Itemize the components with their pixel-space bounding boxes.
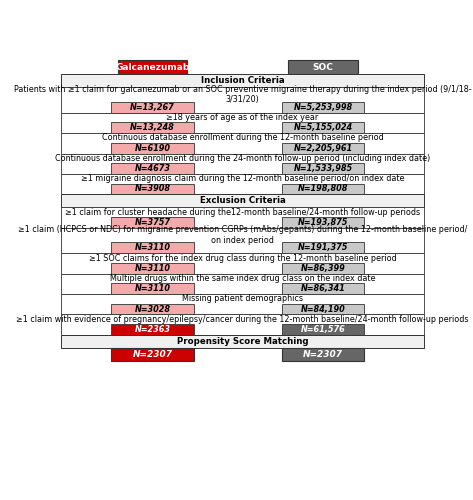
Text: N=3110: N=3110: [135, 244, 171, 252]
FancyBboxPatch shape: [61, 133, 424, 154]
Text: Continuous database enrollment during the 24-month follow-up period (including i: Continuous database enrollment during th…: [55, 154, 430, 163]
Text: N=5,155,024: N=5,155,024: [293, 124, 352, 132]
Text: N=2,205,961: N=2,205,961: [293, 144, 352, 152]
Text: N=2307: N=2307: [303, 350, 343, 359]
Text: ≥18 years of age as of the index year: ≥18 years of age as of the index year: [166, 113, 318, 122]
FancyBboxPatch shape: [282, 143, 364, 154]
FancyBboxPatch shape: [61, 228, 424, 254]
FancyBboxPatch shape: [111, 348, 194, 361]
Text: Galcanezumab: Galcanezumab: [115, 63, 190, 72]
Text: N=61,576: N=61,576: [301, 325, 345, 334]
Text: Patients with ≥1 claim for galcanezumab or an SOC preventive migraine therapy du: Patients with ≥1 claim for galcanezumab …: [14, 85, 471, 104]
Text: N=3110: N=3110: [135, 284, 171, 293]
FancyBboxPatch shape: [282, 324, 364, 335]
FancyBboxPatch shape: [111, 304, 194, 314]
FancyBboxPatch shape: [111, 163, 194, 174]
FancyBboxPatch shape: [61, 88, 424, 112]
FancyBboxPatch shape: [111, 263, 194, 274]
FancyBboxPatch shape: [111, 102, 194, 113]
Text: N=3908: N=3908: [135, 184, 171, 194]
FancyBboxPatch shape: [111, 122, 194, 133]
Text: Continuous database enrollment during the 12-month baseline period: Continuous database enrollment during th…: [102, 134, 383, 142]
Text: Multiple drugs within the same index drug class on the index date: Multiple drugs within the same index dru…: [110, 274, 375, 283]
Text: N=4673: N=4673: [135, 164, 171, 173]
FancyBboxPatch shape: [282, 304, 364, 314]
FancyBboxPatch shape: [61, 254, 424, 274]
Text: N=3757: N=3757: [135, 218, 171, 227]
Text: N=2307: N=2307: [132, 350, 173, 359]
FancyBboxPatch shape: [111, 184, 194, 194]
Text: SOC: SOC: [313, 63, 333, 72]
FancyBboxPatch shape: [111, 143, 194, 154]
FancyBboxPatch shape: [61, 208, 424, 228]
Text: ≥1 claim (HCPCS or NDC) for migraine prevention CGRPs (mAbs/gepants) during the : ≥1 claim (HCPCS or NDC) for migraine pre…: [18, 226, 467, 245]
FancyBboxPatch shape: [111, 242, 194, 254]
Text: N=6190: N=6190: [135, 144, 171, 152]
FancyBboxPatch shape: [111, 284, 194, 294]
Text: ≥1 SOC claims for the index drug class during the 12-month baseline period: ≥1 SOC claims for the index drug class d…: [88, 254, 396, 262]
FancyBboxPatch shape: [282, 184, 364, 194]
FancyBboxPatch shape: [61, 154, 424, 174]
Text: ≥1 migraine diagnosis claim during the 12-month baseline period/on index date: ≥1 migraine diagnosis claim during the 1…: [81, 174, 404, 184]
Text: N=198,808: N=198,808: [298, 184, 348, 194]
FancyBboxPatch shape: [282, 284, 364, 294]
FancyBboxPatch shape: [61, 174, 424, 195]
Text: N=3028: N=3028: [135, 304, 171, 314]
FancyBboxPatch shape: [111, 217, 194, 228]
FancyBboxPatch shape: [282, 122, 364, 133]
Text: N=3110: N=3110: [135, 264, 171, 273]
FancyBboxPatch shape: [282, 263, 364, 274]
Text: N=191,375: N=191,375: [298, 244, 348, 252]
Text: Exclusion Criteria: Exclusion Criteria: [200, 196, 285, 205]
FancyBboxPatch shape: [61, 274, 424, 294]
FancyBboxPatch shape: [282, 163, 364, 174]
FancyBboxPatch shape: [61, 335, 424, 348]
FancyBboxPatch shape: [111, 324, 194, 335]
FancyBboxPatch shape: [61, 294, 424, 314]
Text: ≥1 claim for cluster headache during the12-month baseline/24-month follow-up per: ≥1 claim for cluster headache during the…: [65, 208, 420, 217]
Text: N=86,399: N=86,399: [301, 264, 345, 273]
Text: Propensity Score Matching: Propensity Score Matching: [176, 337, 308, 346]
Text: N=2363: N=2363: [135, 325, 171, 334]
Text: N=5,253,998: N=5,253,998: [293, 103, 352, 112]
FancyBboxPatch shape: [282, 242, 364, 254]
Text: ≥1 claim with evidence of pregnancy/epilepsy/cancer during the 12-month baseline: ≥1 claim with evidence of pregnancy/epil…: [16, 315, 469, 324]
Text: N=193,875: N=193,875: [298, 218, 348, 227]
FancyBboxPatch shape: [61, 112, 424, 133]
FancyBboxPatch shape: [118, 60, 187, 74]
Text: N=84,190: N=84,190: [301, 304, 345, 314]
Text: Inclusion Criteria: Inclusion Criteria: [201, 76, 284, 86]
Text: N=13,267: N=13,267: [130, 103, 175, 112]
FancyBboxPatch shape: [288, 60, 358, 74]
Text: N=1,533,985: N=1,533,985: [293, 164, 352, 173]
Text: Missing patient demographics: Missing patient demographics: [182, 294, 303, 304]
FancyBboxPatch shape: [61, 194, 424, 207]
FancyBboxPatch shape: [61, 74, 424, 88]
FancyBboxPatch shape: [61, 314, 424, 335]
Text: N=13,248: N=13,248: [130, 124, 175, 132]
Text: N=86,341: N=86,341: [301, 284, 345, 293]
FancyBboxPatch shape: [282, 217, 364, 228]
FancyBboxPatch shape: [282, 102, 364, 113]
FancyBboxPatch shape: [282, 348, 364, 361]
